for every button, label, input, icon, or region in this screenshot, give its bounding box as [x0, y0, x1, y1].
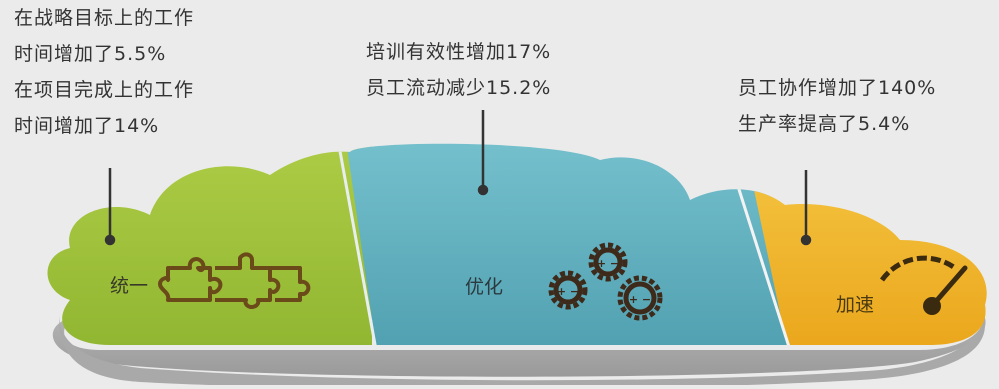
section-label-accelerate: 加速	[836, 294, 875, 316]
svg-text:+ −: + −	[597, 257, 619, 270]
section-optimize-fill	[340, 143, 790, 345]
annotation-line: 员工流动减少15.2%	[366, 77, 552, 99]
annotation-accelerate: 员工协作增加了140% 生产率提高了5.4%	[738, 70, 936, 142]
puzzle-icon	[158, 252, 311, 309]
cloud-base	[52, 305, 986, 377]
annotation-line: 培训有效性增加17%	[366, 41, 552, 63]
connector-lines	[104, 110, 812, 246]
annotation-unify: 在战略目标上的工作 时间增加了5.5% 在项目完成上的工作 时间增加了14%	[14, 0, 194, 144]
gears-icon	[548, 242, 663, 321]
annotation-line: 在项目完成上的工作	[14, 79, 195, 101]
annotation-line: 时间增加了14%	[14, 115, 160, 137]
annotation-line: 员工协作增加了140%	[738, 77, 937, 99]
section-label-unify: 统一	[110, 275, 149, 297]
svg-text:+ −: + −	[629, 293, 651, 306]
annotation-line: 生产率提高了5.4%	[738, 113, 911, 135]
section-label-optimize: 优化	[465, 276, 504, 298]
speedometer-icon	[879, 255, 968, 315]
annotation-optimize: 培训有效性增加17% 员工流动减少15.2%	[366, 34, 551, 106]
svg-text:+ −: + −	[557, 285, 579, 298]
annotation-line: 时间增加了5.5%	[14, 43, 167, 65]
annotation-line: 在战略目标上的工作	[14, 7, 195, 29]
